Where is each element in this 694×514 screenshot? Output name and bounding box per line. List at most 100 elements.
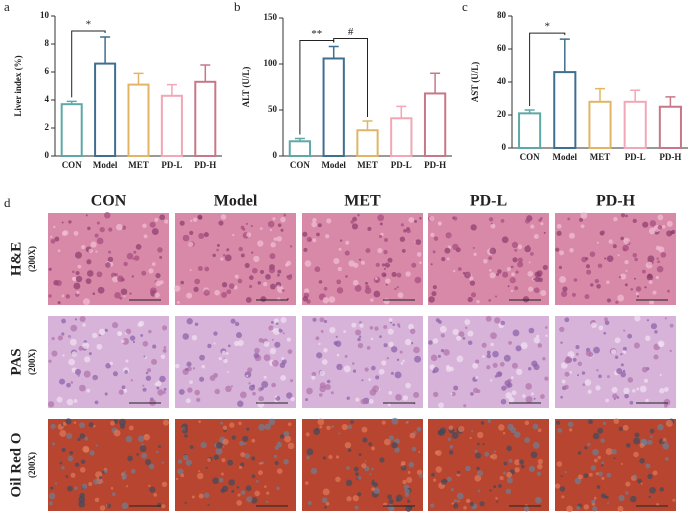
tissue-texture xyxy=(316,232,320,237)
tissue-texture xyxy=(143,355,146,358)
tissue-texture xyxy=(633,342,640,349)
tissue-texture xyxy=(96,343,103,350)
tissue-texture xyxy=(414,355,422,363)
tissue-texture xyxy=(157,389,164,396)
tissue-texture xyxy=(357,213,360,217)
tissue-texture xyxy=(625,443,631,448)
tissue-texture xyxy=(597,471,603,477)
tissue-texture xyxy=(437,430,443,436)
tissue-texture xyxy=(511,390,517,396)
tissue-texture xyxy=(391,271,397,278)
tissue-texture xyxy=(135,244,142,250)
error-bar xyxy=(559,38,570,73)
tissue-texture xyxy=(306,387,313,395)
tissue-texture xyxy=(597,455,602,460)
tissue-texture xyxy=(151,262,156,267)
tissue-texture xyxy=(321,497,328,503)
tissue-texture xyxy=(99,505,106,511)
tissue-texture xyxy=(240,452,246,458)
tissue-texture xyxy=(559,326,565,333)
significance-label: * xyxy=(86,19,92,31)
tissue-texture xyxy=(278,441,281,444)
tissue-texture xyxy=(160,354,166,359)
tissue-texture xyxy=(451,432,459,439)
tissue-texture xyxy=(515,270,519,274)
bar xyxy=(588,100,612,150)
tissue-texture xyxy=(387,494,392,500)
tissue-texture xyxy=(667,289,670,293)
tissue-texture xyxy=(416,252,422,257)
tissue-texture xyxy=(430,232,435,238)
tissue-texture xyxy=(509,277,516,284)
tissue-texture xyxy=(361,426,368,433)
tissue-texture xyxy=(57,249,61,253)
tissue-texture xyxy=(482,355,485,358)
x-tick-label: MET xyxy=(357,160,378,170)
tissue-texture xyxy=(383,298,390,305)
bar xyxy=(288,140,312,157)
tissue-texture xyxy=(387,328,394,335)
tissue-texture xyxy=(374,277,378,280)
tissue-texture xyxy=(86,259,92,265)
tissue-texture xyxy=(508,341,512,345)
tissue-texture xyxy=(524,245,531,253)
tissue-texture xyxy=(118,332,122,336)
tissue-texture xyxy=(287,349,293,355)
tissue-texture xyxy=(114,291,121,299)
x-tick-label: PD-H xyxy=(659,152,681,162)
tissue-texture xyxy=(225,385,232,393)
tissue-texture xyxy=(652,470,658,476)
tissue-texture xyxy=(443,349,450,356)
tissue-texture xyxy=(500,398,507,405)
tissue-texture xyxy=(517,261,524,268)
tissue-texture xyxy=(50,486,54,490)
x-tick-label: Model xyxy=(553,152,578,162)
tissue-texture xyxy=(458,331,465,338)
tissue-texture xyxy=(622,350,627,355)
tissue-texture xyxy=(86,270,94,277)
tissue-texture xyxy=(556,223,562,229)
bar xyxy=(553,71,577,149)
tissue-texture xyxy=(82,323,86,327)
tissue-texture xyxy=(510,376,514,380)
tissue-texture xyxy=(348,260,355,267)
tissue-texture xyxy=(74,368,82,375)
tissue-texture xyxy=(75,275,83,283)
tissue-texture xyxy=(604,257,607,260)
tissue-texture xyxy=(76,291,80,295)
tissue-texture xyxy=(438,402,445,409)
tissue-texture xyxy=(620,273,627,280)
tissue-texture xyxy=(428,340,433,345)
tissue-texture xyxy=(571,292,576,297)
bar xyxy=(94,62,117,157)
tissue-texture xyxy=(326,425,331,431)
tissue-texture xyxy=(657,214,664,221)
tissue-texture xyxy=(632,218,637,224)
tissue-texture xyxy=(145,459,152,466)
tissue-texture xyxy=(449,444,454,449)
tissue-texture xyxy=(108,250,112,254)
tissue-texture xyxy=(533,287,540,294)
tissue-texture xyxy=(261,380,269,388)
tissue-texture xyxy=(312,238,317,243)
tissue-texture xyxy=(221,458,226,463)
tissue-texture xyxy=(632,389,636,393)
tissue-texture xyxy=(145,371,149,375)
tissue-texture xyxy=(284,263,289,267)
tissue-texture xyxy=(274,395,278,398)
tissue-texture xyxy=(467,330,474,337)
tissue-texture xyxy=(328,454,333,460)
tissue-texture xyxy=(620,363,624,367)
tissue-texture xyxy=(338,247,342,251)
tissue-texture xyxy=(372,479,375,482)
y-axis-label: Liver index (%) xyxy=(13,55,23,116)
tissue-texture xyxy=(378,234,383,239)
tissue-texture xyxy=(580,212,588,219)
tissue-texture xyxy=(236,500,243,506)
tissue-texture xyxy=(86,388,91,393)
tissue-texture xyxy=(71,276,76,281)
tissue-texture xyxy=(81,483,88,489)
tissue-texture xyxy=(450,392,453,395)
tissue-texture xyxy=(304,288,310,294)
tissue-texture xyxy=(375,262,380,268)
